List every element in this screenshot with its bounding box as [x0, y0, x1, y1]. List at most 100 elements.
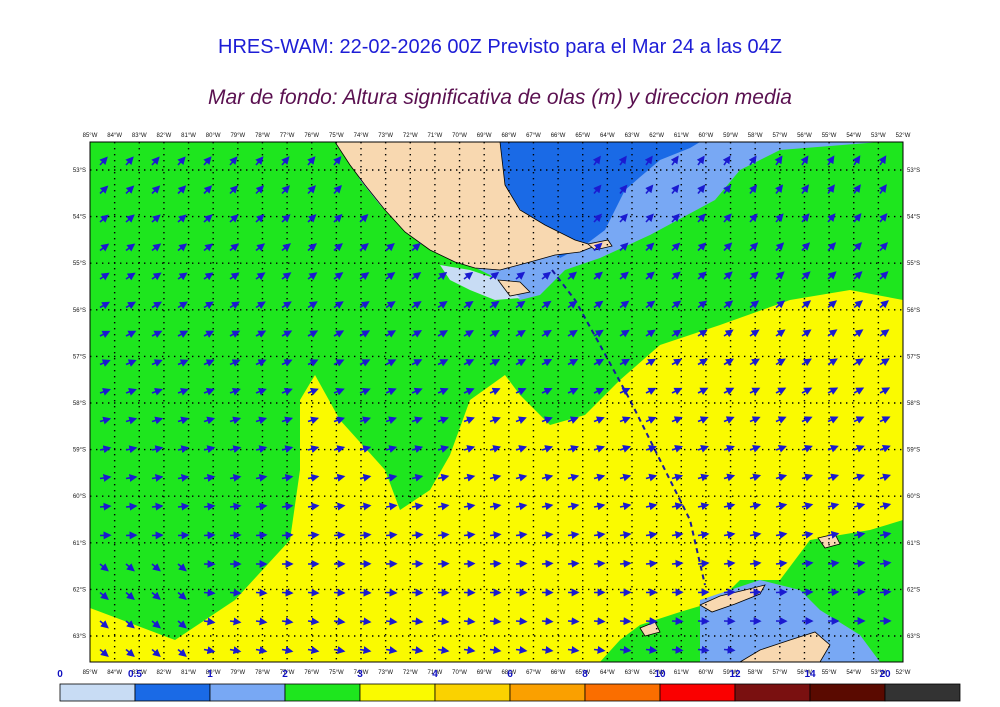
direction-arrow: [671, 184, 680, 195]
direction-arrow: [801, 184, 810, 194]
direction-arrow: [593, 358, 605, 367]
longitude-label: 59°W: [723, 670, 738, 676]
direction-arrow: [203, 502, 216, 511]
direction-arrow: [203, 243, 214, 252]
direction-arrow: [411, 473, 424, 482]
direction-arrow: [749, 271, 759, 280]
direction-arrow: [99, 388, 111, 396]
direction-arrow: [411, 646, 424, 655]
direction-arrow: [567, 416, 579, 424]
colorbar-label: 14: [804, 669, 816, 680]
direction-arrow: [255, 646, 268, 655]
direction-arrow: [697, 559, 710, 568]
direction-arrow: [151, 243, 162, 252]
direction-arrow: [177, 156, 186, 166]
longitude-label: 60°W: [699, 670, 714, 676]
direction-arrow: [151, 330, 163, 338]
direction-arrow: [203, 588, 216, 597]
longitude-label: 77°W: [280, 133, 295, 139]
direction-arrow: [723, 416, 735, 424]
longitude-label: 82°W: [157, 133, 172, 139]
direction-arrow: [411, 242, 421, 252]
direction-arrow: [541, 502, 554, 511]
direction-arrow: [489, 445, 502, 453]
direction-arrow: [619, 473, 632, 482]
direction-arrow: [463, 359, 475, 367]
direction-arrow: [853, 588, 866, 597]
direction-arrow: [879, 444, 891, 453]
latitude-label: 56°S: [907, 308, 920, 314]
direction-arrow: [203, 473, 216, 482]
direction-arrow: [671, 559, 684, 568]
direction-arrow: [645, 416, 657, 424]
longitude-label: 56°W: [797, 670, 812, 676]
longitude-label: 54°W: [846, 133, 861, 139]
direction-arrow: [359, 531, 372, 540]
direction-arrow: [151, 272, 162, 281]
direction-arrow: [307, 617, 320, 626]
direction-arrow: [385, 473, 398, 482]
direction-arrow: [801, 530, 814, 539]
direction-arrow: [177, 502, 190, 511]
latitude-label: 62°S: [73, 587, 86, 593]
direction-arrow: [827, 358, 838, 367]
direction-arrow: [541, 445, 554, 453]
direction-arrow: [827, 329, 838, 338]
direction-arrow: [385, 646, 398, 655]
direction-arrow: [723, 271, 733, 280]
direction-arrow: [255, 214, 265, 223]
direction-arrow: [281, 646, 294, 655]
direction-arrow: [333, 185, 342, 195]
direction-arrow: [229, 272, 240, 281]
direction-arrow: [801, 213, 810, 223]
direction-arrow: [203, 330, 215, 338]
direction-arrow: [775, 329, 786, 338]
longitude-label: 81°W: [181, 670, 196, 676]
direction-arrow: [879, 559, 892, 568]
direction-arrow: [151, 359, 163, 367]
direction-arrow: [645, 387, 657, 396]
direction-arrow: [489, 502, 502, 511]
direction-arrow: [801, 444, 813, 453]
direction-arrow: [177, 388, 189, 396]
direction-arrow: [281, 272, 292, 281]
direction-arrow: [541, 271, 552, 280]
longitude-label: 71°W: [428, 670, 443, 676]
direction-arrow: [723, 530, 736, 539]
direction-arrow: [307, 531, 320, 540]
direction-arrow: [723, 184, 732, 194]
direction-arrow: [125, 502, 138, 511]
direction-arrow: [333, 473, 346, 482]
direction-arrow: [307, 473, 320, 482]
direction-arrow: [177, 473, 190, 482]
direction-arrow: [723, 473, 736, 482]
direction-arrow: [592, 155, 601, 166]
direction-arrow: [619, 184, 628, 195]
direction-arrow: [697, 645, 710, 654]
direction-arrow: [99, 359, 111, 367]
direction-arrow: [385, 531, 398, 540]
direction-arrow: [125, 648, 135, 657]
direction-arrow: [697, 213, 706, 223]
direction-arrow: [645, 645, 658, 654]
direction-arrow: [177, 563, 187, 572]
direction-arrow: [125, 591, 135, 600]
direction-arrow: [853, 502, 866, 510]
direction-arrow: [385, 387, 397, 396]
direction-arrow: [255, 617, 268, 626]
direction-arrow: [853, 242, 863, 252]
latitude-labels-left: 53°S 54°S 55°S 56°S 57°S 58°S 59°S 60°S 61°S 62°S…: [73, 168, 86, 640]
direction-arrow: [749, 387, 761, 395]
direction-arrow: [541, 617, 554, 626]
direction-arrow: [229, 588, 242, 597]
direction-arrow: [801, 242, 811, 252]
direction-arrow: [151, 445, 164, 454]
latitude-label: 61°S: [73, 541, 86, 547]
direction-arrow: [567, 617, 580, 626]
colorbar-label: 1: [207, 669, 213, 680]
direction-arrow: [333, 214, 343, 223]
direction-arrow: [203, 156, 212, 166]
longitude-label: 84°W: [107, 670, 122, 676]
direction-arrow: [775, 300, 786, 309]
